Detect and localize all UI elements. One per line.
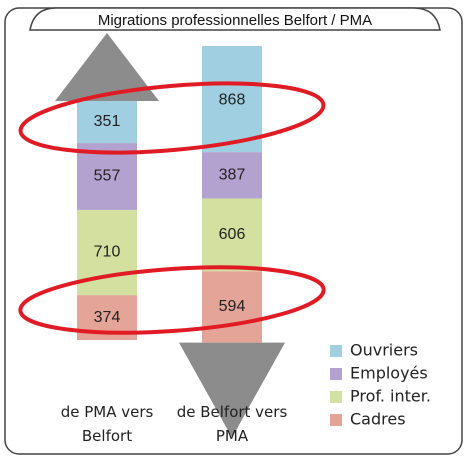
data-label: 710 bbox=[94, 244, 121, 261]
legend-swatch bbox=[330, 345, 342, 357]
bar-segment bbox=[202, 48, 262, 153]
data-label: 351 bbox=[94, 113, 121, 130]
data-label: 868 bbox=[219, 91, 246, 108]
data-label: 387 bbox=[219, 167, 246, 184]
legend-swatch bbox=[330, 391, 342, 403]
legend-swatch bbox=[330, 414, 342, 426]
highlight-ellipse bbox=[18, 265, 326, 335]
data-label: 594 bbox=[219, 298, 246, 315]
arrow-head bbox=[179, 342, 285, 438]
data-label: 374 bbox=[94, 309, 121, 326]
arrow-head bbox=[55, 32, 159, 101]
bar-segment bbox=[202, 198, 262, 272]
legend-label: Prof. inter. bbox=[350, 387, 431, 406]
bar-segment bbox=[77, 100, 137, 144]
data-label: 557 bbox=[94, 168, 121, 185]
bar-segment bbox=[202, 271, 262, 343]
bar-segment bbox=[202, 152, 262, 199]
chart-title: Migrations professionnelles Belfort / PM… bbox=[98, 12, 372, 29]
category-label: de PMA vers Belfort bbox=[60, 403, 154, 445]
highlight-ellipse bbox=[18, 81, 326, 155]
category-label: de Belfort vers PMA bbox=[176, 403, 288, 445]
legend-label: Ouvriers bbox=[350, 341, 418, 360]
data-label: 606 bbox=[219, 226, 246, 243]
legend-swatch bbox=[330, 368, 342, 380]
legend-label: Employés bbox=[350, 364, 428, 383]
title-tab bbox=[29, 7, 441, 31]
legend-label: Cadres bbox=[350, 410, 406, 429]
bar-cap bbox=[202, 46, 262, 48]
